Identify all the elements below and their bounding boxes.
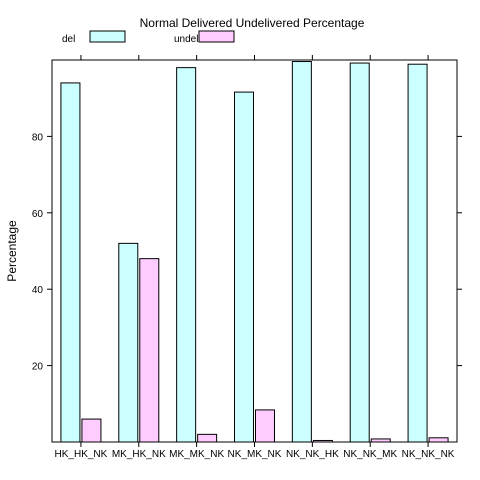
chart-title: Normal Delivered Undelivered Percentage bbox=[140, 16, 365, 30]
plot-frame bbox=[51, 59, 458, 443]
x-tick-label-NK_NK_HK: NK_NK_HK bbox=[286, 449, 339, 460]
bar-undel-NK_MK_NK bbox=[255, 409, 275, 443]
y-axis: 20 40 60 80 bbox=[32, 132, 462, 373]
x-tick-label-MK_HK_NK: MK_HK_NK bbox=[112, 449, 166, 460]
bar-undel-NK_NK_MK bbox=[370, 438, 391, 443]
y-tick-label-60: 60 bbox=[32, 209, 44, 220]
bar-undel-HK_HK_NK bbox=[81, 418, 102, 443]
y-tick-label-40: 40 bbox=[32, 285, 44, 296]
bar-undel-MK_MK_NK bbox=[197, 433, 218, 443]
y-tick-label-20: 20 bbox=[32, 362, 44, 373]
bar-del-NK_NK_HK bbox=[291, 61, 312, 443]
bars bbox=[60, 61, 449, 443]
bar-del-NK_NK_MK bbox=[349, 62, 370, 443]
bar-del-MK_HK_NK bbox=[118, 242, 139, 443]
legend-swatch-undel bbox=[198, 30, 235, 43]
legend: del undel bbox=[62, 30, 235, 45]
bar-undel-NK_NK_HK bbox=[312, 439, 333, 443]
bar-del-NK_NK_NK bbox=[407, 63, 428, 443]
x-tick-label-MK_MK_NK: MK_MK_NK bbox=[169, 449, 224, 460]
y-tick-label-80: 80 bbox=[32, 132, 44, 143]
x-tick-label-HK_HK_NK: HK_HK_NK bbox=[55, 449, 108, 460]
bar-undel-NK_NK_NK bbox=[428, 437, 449, 443]
x-axis: HK_HK_NK MK_HK_NK MK_MK_NK NK_MK_NK NK_NK_HK… bbox=[55, 55, 455, 460]
legend-swatch-del bbox=[89, 30, 126, 43]
x-tick-label-NK_NK_NK: NK_NK_NK bbox=[402, 449, 455, 460]
legend-label-del: del bbox=[62, 34, 75, 45]
bar-del-HK_HK_NK bbox=[60, 82, 81, 443]
bar-undel-MK_HK_NK bbox=[139, 258, 160, 443]
legend-label-undel: undel bbox=[174, 34, 198, 45]
y-axis-label: Percentage bbox=[5, 220, 19, 282]
bar-del-NK_MK_NK bbox=[234, 91, 254, 443]
bar-del-MK_MK_NK bbox=[176, 67, 197, 443]
x-tick-label-NK_NK_MK: NK_NK_MK bbox=[343, 449, 397, 460]
x-tick-label-NK_MK_NK: NK_MK_NK bbox=[228, 449, 282, 460]
